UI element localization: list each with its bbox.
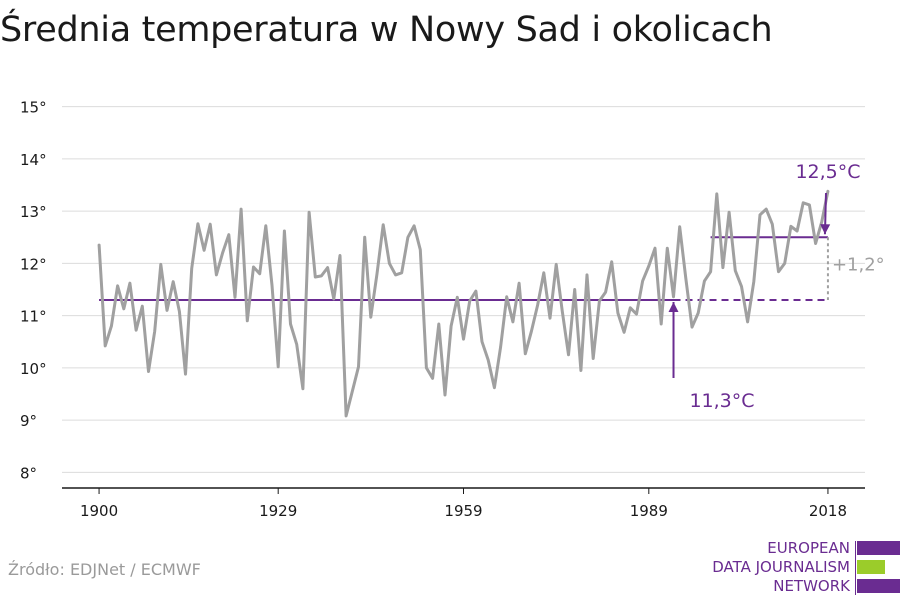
x-tick-label: 1929	[259, 502, 297, 520]
logo-bar-middle	[857, 560, 885, 574]
y-tick-label: 15°	[20, 99, 47, 117]
chart-title: Średnia temperatura w Nowy Sad i okolica…	[0, 10, 773, 50]
logo-line-european: EUROPEAN	[767, 539, 850, 557]
x-tick-label: 2018	[809, 502, 847, 520]
y-tick-label: 11°	[20, 308, 47, 326]
y-tick-label: 9°	[20, 412, 37, 430]
baseline-label: 11,3°C	[689, 390, 754, 412]
logo-bar-top	[857, 541, 900, 555]
y-tick-label: 12°	[20, 255, 47, 273]
y-tick-label: 14°	[20, 151, 47, 169]
logo-line-data-journalism: DATA JOURNALISM	[712, 558, 850, 576]
temperature-series-line	[97, 189, 830, 418]
source-text: Źródło: EDJNet / ECMWF	[8, 560, 201, 579]
logo-divider	[855, 541, 856, 595]
y-tick-label: 8°	[20, 464, 37, 482]
recent-arrow-head	[820, 224, 831, 235]
baseline-arrow-head	[668, 301, 679, 312]
y-tick-label: 10°	[20, 360, 47, 378]
y-tick-label: 13°	[20, 203, 47, 221]
difference-label: +1,2°	[832, 255, 885, 276]
recent-label: 12,5°C	[795, 161, 860, 183]
x-tick-label: 1959	[444, 502, 482, 520]
logo-bar-bottom	[857, 579, 900, 593]
x-tick-label: 1989	[630, 502, 668, 520]
x-tick-label: 1900	[80, 502, 118, 520]
edjnet-logo: EUROPEAN DATA JOURNALISM NETWORK	[700, 537, 900, 599]
logo-line-network: NETWORK	[773, 577, 850, 595]
